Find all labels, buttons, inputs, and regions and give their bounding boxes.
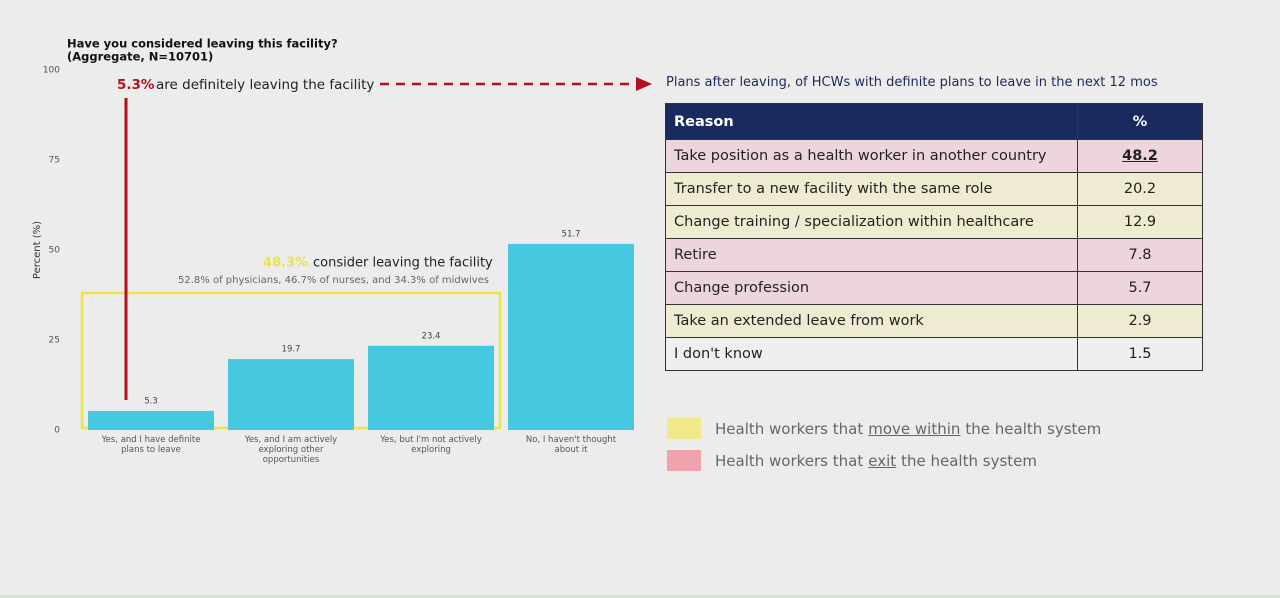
y-tick-label: 50: [49, 246, 61, 256]
legend-swatch: [667, 418, 701, 439]
value-label: 5.3: [144, 396, 158, 406]
reason-cell: Take an extended leave from work: [665, 304, 1078, 338]
reason-cell: Transfer to a new facility with the same…: [665, 172, 1078, 206]
x-tick-label: Yes, and I am actively exploring other o…: [244, 435, 338, 465]
legend-text: Health workers that: [715, 451, 864, 470]
table-header: %: [1077, 103, 1203, 140]
legend-item: Health workers that exit the health system: [667, 450, 1037, 471]
table-title: Plans after leaving, of HCWs with defini…: [666, 75, 1158, 90]
table: Reason % Take position as a health worke…: [665, 103, 1203, 371]
x-tick-label: Yes, but I'm not actively exploring: [380, 435, 482, 455]
y-tick-label: 25: [49, 336, 60, 346]
legend-text: Health workers that: [715, 419, 864, 438]
y-tick-label: 0: [54, 426, 60, 436]
value-label: 23.4: [422, 331, 441, 341]
y-tick-label: 75: [49, 156, 60, 166]
table-row: Change profession 5.7: [665, 271, 1203, 305]
annotation-detail: 52.8% of physicians, 46.7% of nurses, an…: [178, 275, 489, 286]
table-row: Change training / specialization within …: [665, 205, 1203, 239]
table-row: Retire 7.8: [665, 238, 1203, 272]
bar: [508, 243, 634, 430]
chart-subtitle: (Aggregate, N=10701): [67, 50, 213, 64]
annotation-pct: 5.3%: [117, 77, 155, 93]
arrow-head: [636, 77, 652, 91]
y-tick-label: 100: [43, 66, 60, 76]
legend-emphasis: exit: [868, 451, 897, 470]
pct-cell: 2.9: [1077, 304, 1203, 338]
pct-cell: 5.7: [1077, 271, 1203, 305]
legend-text: the health system: [965, 419, 1102, 438]
reason-cell: Take position as a health worker in anot…: [665, 139, 1078, 173]
bar: [88, 410, 214, 430]
reason-cell: I don't know: [665, 337, 1078, 371]
table-row: Take an extended leave from work 2.9: [665, 304, 1203, 338]
pct-cell: 7.8: [1077, 238, 1203, 272]
bar: [228, 359, 354, 430]
x-tick-label: Yes, and I have definite plans to leave: [101, 435, 201, 455]
footer-bar: [0, 595, 1280, 598]
annotation: are definitely leaving the facility: [156, 77, 374, 93]
table-row: Take position as a health worker in anot…: [665, 139, 1203, 173]
pct-cell: 20.2: [1077, 172, 1203, 206]
legend-emphasis: move within: [868, 419, 961, 438]
y-axis-label: Percent (%): [32, 221, 43, 279]
reason-cell: Change profession: [665, 271, 1078, 305]
pct-cell: 48.2: [1077, 139, 1203, 173]
value-label: 51.7: [562, 229, 581, 239]
x-tick-label: No, I haven't thought about it: [525, 435, 617, 455]
table-row: Transfer to a new facility with the same…: [665, 172, 1203, 206]
bar: [368, 345, 494, 430]
table-row: I don't know 1.5: [665, 337, 1203, 371]
reason-cell: Retire: [665, 238, 1078, 272]
legend-text: the health system: [901, 451, 1037, 470]
legend-swatch: [667, 450, 701, 471]
legend-item: Health workers that move within the health…: [667, 418, 1101, 439]
value-label: 19.7: [282, 345, 301, 355]
pct-cell: 12.9: [1077, 205, 1203, 239]
chart-title: Have you considered leaving this facilit…: [67, 37, 338, 51]
reason-cell: Change training / specialization within …: [665, 205, 1078, 239]
annotation-pct: 48.3%: [263, 256, 308, 271]
annotation: consider leaving the facility: [313, 256, 493, 271]
table-header: Reason: [665, 103, 1078, 140]
pct-cell: 1.5: [1077, 337, 1203, 371]
